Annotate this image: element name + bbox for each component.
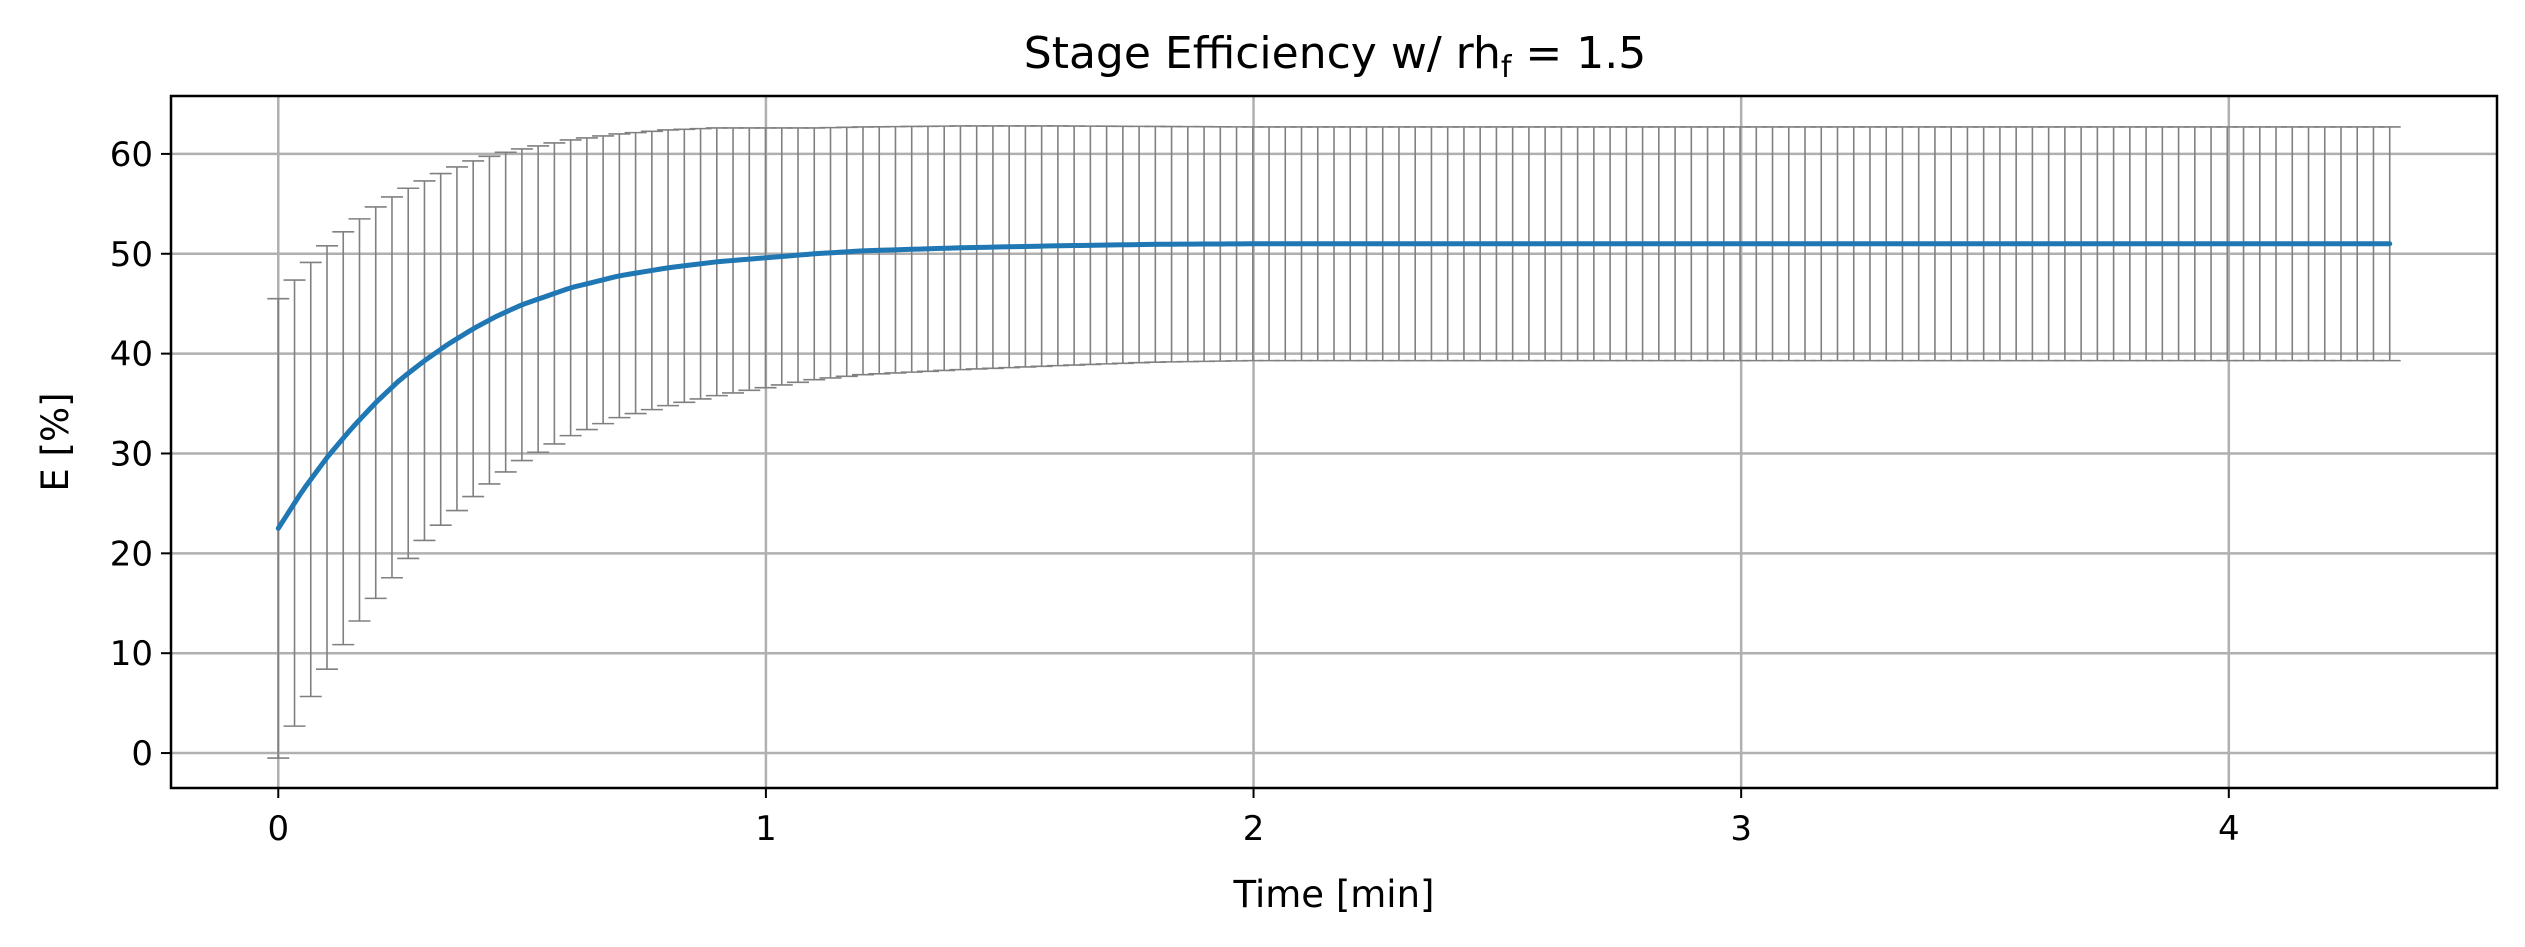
error-bars	[267, 125, 2401, 759]
chart-title: Stage Efficiency w/ rhf = 1.5	[1024, 28, 1646, 85]
y-tick-label-2: 20	[110, 534, 153, 574]
x-axis-label: Time [min]	[1233, 873, 1435, 916]
y-tick-label-0: 0	[131, 734, 153, 774]
x-tick-label-4: 4	[2218, 809, 2240, 849]
series-line-0	[275, 241, 2393, 531]
grid	[171, 96, 2497, 788]
x-tick-label-0: 0	[267, 809, 289, 849]
y-tick-label-6: 60	[110, 135, 153, 175]
x-tick-label-3: 3	[1730, 809, 1752, 849]
x-tick-label-2: 2	[1243, 809, 1265, 849]
y-tick-label-4: 40	[110, 335, 153, 375]
x-tick-label-1: 1	[755, 809, 777, 849]
y-axis-label: E [%]	[34, 392, 77, 491]
series-layer	[275, 241, 2393, 531]
y-tick-label-3: 30	[110, 434, 153, 474]
plot-frame	[169, 94, 2499, 790]
y-tick-label-5: 50	[110, 235, 153, 275]
y-tick-label-1: 10	[110, 634, 153, 674]
